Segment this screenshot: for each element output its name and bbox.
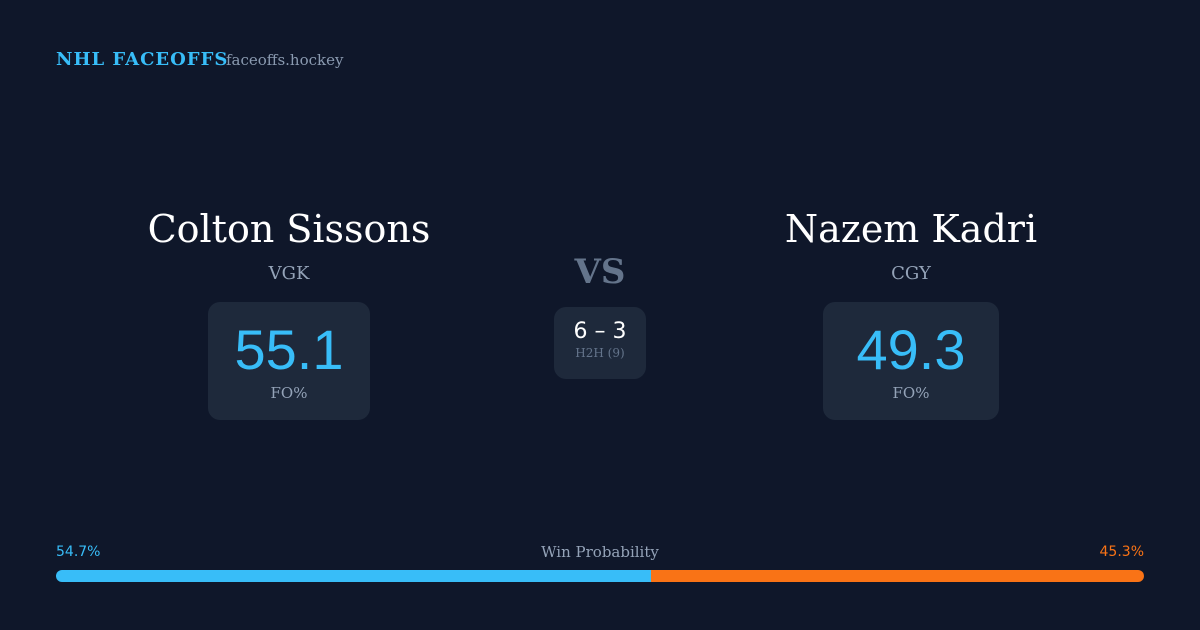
team: VGK [268, 263, 310, 284]
player-name: Nazem Kadri [784, 207, 1038, 251]
team: CGY [891, 263, 931, 284]
win-prob-segment [56, 570, 652, 582]
brand: NHL FACEOFFS [56, 49, 229, 70]
player-name: Colton Sissons [147, 207, 431, 251]
win-prob-title: Win Probability [541, 543, 659, 561]
win-prob-label: 45.3% [1099, 544, 1144, 560]
win-prob-label: 54.7% [56, 544, 101, 560]
stat-card: 49.3 FO% [823, 302, 999, 420]
stat-value: 49.3 [856, 318, 966, 381]
stat-value: 55.1 [234, 318, 344, 381]
stat-label: FO% [270, 384, 308, 402]
vs: VS [574, 252, 626, 292]
site: faceoffs.hockey [226, 51, 344, 69]
stat-card: 55.1 FO% [208, 302, 370, 420]
h2h-score: 6 – 3 [573, 319, 627, 344]
h2h-card: 6 – 3 H2H (9) [554, 307, 646, 379]
h2h-label: H2H (9) [575, 346, 625, 360]
win-prob-segment [651, 570, 1144, 582]
stat-label: FO% [892, 384, 930, 402]
win-prob-bar [56, 570, 1144, 582]
